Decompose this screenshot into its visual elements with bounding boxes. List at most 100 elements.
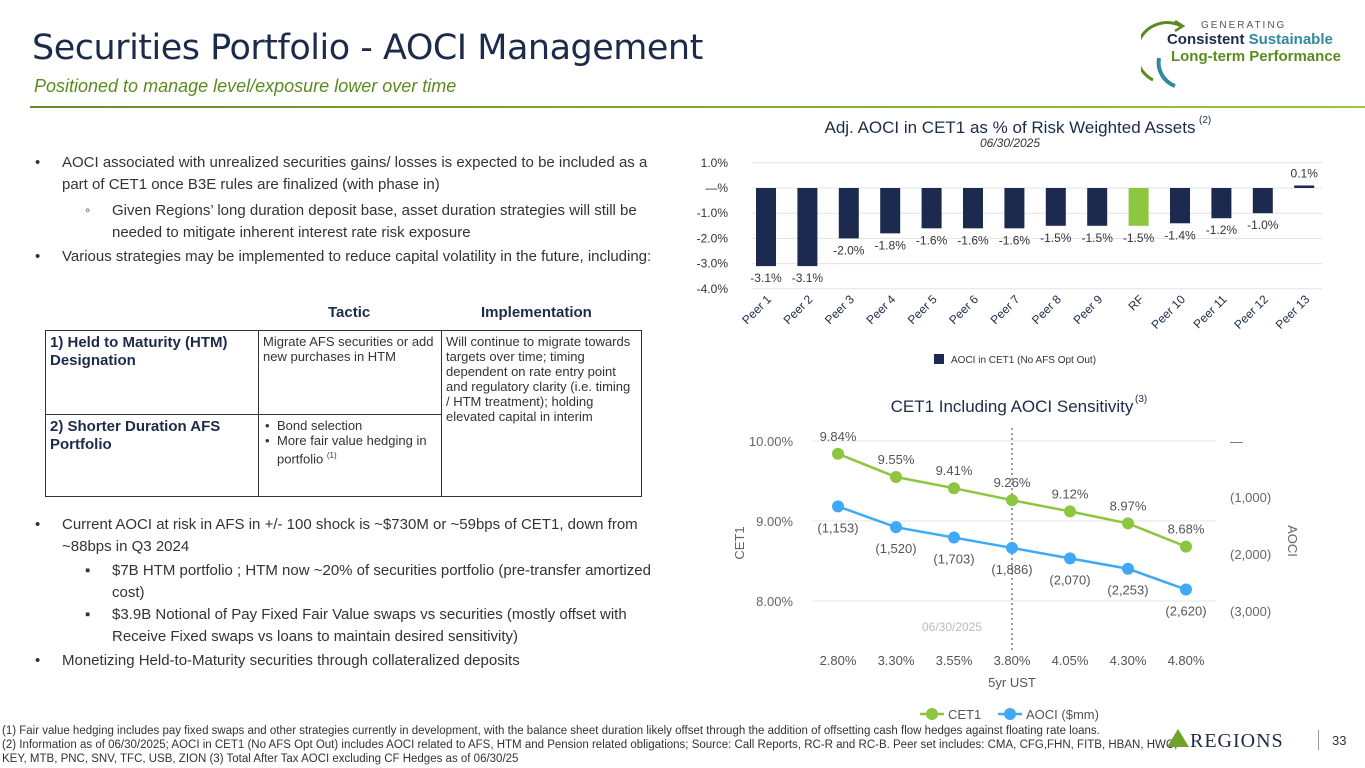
header-divider [30,106,1365,108]
bar-data-label: -1.4% [1164,228,1196,242]
data-point [1122,517,1134,530]
bar-data-label: -1.6% [957,233,989,247]
y2-tick-label: (3,000) [1230,604,1271,619]
divider [1318,730,1319,750]
bar-data-label: -1.2% [1206,223,1238,237]
bar [1294,185,1315,188]
regions-triangle-icon [1167,729,1189,747]
tactic-item: More fair value hedging in portfolio [277,433,427,467]
legend-label: AOCI ($mm) [1026,707,1099,722]
x-tick-label: Peer 13 [1273,292,1313,332]
data-label: 9.26% [994,475,1031,490]
x-tick-label: 2.80% [820,653,857,668]
data-point [832,447,844,460]
x-tick-label: Peer 4 [863,292,898,327]
y-tick-label: -2.0% [697,231,729,245]
y-tick-label: -1.0% [697,206,729,220]
table-header-implementation: Implementation [481,304,592,321]
bullet-text: AOCI associated with unrealized securiti… [62,154,648,193]
data-point [1064,505,1076,518]
bar-data-label: -1.5% [1123,231,1155,245]
data-point [890,521,902,534]
bar [963,188,983,229]
logo-line2: Long-term Performance [1170,48,1341,65]
data-label: 8.68% [1168,522,1205,537]
y-tick-label: -3.0% [697,257,729,271]
table-header-tactic: Tactic [328,304,371,321]
bar-chart-title-sup: (2) [1199,115,1211,126]
bullet-text: Various strategies may be implemented to… [62,248,652,265]
bar [838,188,859,239]
bar [880,188,901,234]
row-afs-tactic: • Bond selection • More fair value hedging … [258,414,442,497]
bar [1170,188,1190,224]
data-point [1006,494,1018,507]
bar-data-label: -1.5% [1040,231,1072,245]
bar-chart-subtitle: 06/30/2025 [980,136,1040,150]
bar-data-label: -1.6% [916,233,948,247]
y-tick-label: —% [705,181,728,195]
bar [756,188,776,267]
y-tick-label: -4.0% [697,282,729,296]
bar [1128,188,1149,226]
arrow-arc-icon [1140,19,1186,88]
data-point [1180,540,1192,553]
y-tick-label: 8.00% [756,594,793,609]
line-chart-title-sup: (3) [1135,394,1147,405]
x-tick-label: Peer 8 [1029,292,1064,327]
y-tick-label: 1.0% [701,156,729,170]
x-tick-label: 4.30% [1110,653,1147,668]
data-label: 9.55% [878,452,915,467]
bullet-text: Current AOCI at risk in AFS in +/- 100 s… [62,516,638,555]
page-subtitle: Positioned to manage level/exposure lowe… [34,76,457,96]
row-afs-head: 2) Shorter Duration AFS Portfolio [45,414,259,497]
bullet-4: • Monetizing Held-to-Maturity securities … [35,652,520,669]
bullet-text: Given Regions’ long duration deposit bas… [112,202,637,241]
y-axis-label: CET1 [732,526,747,559]
legend-label: CET1 [948,707,981,722]
legend-marker [1004,708,1016,720]
bar [1211,188,1232,219]
bar-data-label: -1.8% [875,238,907,252]
x-tick-label: Peer 3 [822,292,857,327]
bar-data-label: -1.6% [999,233,1031,247]
y2-axis-label: AOCI [1285,525,1300,557]
bar [921,188,942,229]
x-tick-label: RF [1126,292,1147,313]
x-tick-label: Peer 7 [988,292,1023,327]
data-label: 8.97% [1110,498,1147,513]
page-number: 33 [1332,733,1347,748]
strategy-table: 1) Held to Maturity (HTM) Designation Mig… [45,330,642,497]
bar-data-label: -2.0% [833,243,865,257]
x-tick-label: Peer 11 [1191,292,1230,331]
line-chart-title: CET1 Including AOCI Sensitivity [891,397,1134,416]
implementation-cell: Will continue to migrate towards targets… [441,330,642,497]
bar-data-label: -3.1% [750,271,782,285]
data-label: (2,070) [1049,572,1090,587]
data-point [1006,541,1018,554]
bullet-text: $7B HTM portfolio ; HTM now ~20% of secu… [112,562,651,601]
bar [1004,188,1025,229]
data-label: (2,253) [1107,583,1148,598]
bar-data-label: -3.1% [792,271,824,285]
data-label: (2,620) [1165,604,1206,619]
x-tick-label: 3.30% [878,653,915,668]
data-label: 9.84% [820,429,857,444]
logo: GENERATING Consistent Sustainable Long-t… [1140,19,1341,88]
footnote-ref: (1) [326,451,337,460]
footnote-2: (2) Information as of 06/30/2025; AOCI i… [2,739,1178,765]
bar [797,188,818,267]
x-tick-label: 3.55% [936,653,973,668]
row-htm-tactic: Migrate AFS securities or add new purcha… [258,330,442,415]
bullet-text: Monetizing Held-to-Maturity securities t… [62,652,520,669]
data-point [1180,583,1192,596]
footnotes: (1) Fair value hedging includes pay fixe… [2,724,1182,766]
legend-swatch [934,354,944,364]
data-point [832,500,844,513]
regions-brand: REGIONS [1190,730,1284,752]
bar-data-label: 0.1% [1291,166,1319,180]
x-tick-label: Peer 5 [905,292,940,327]
x-tick-label: 3.80% [994,653,1031,668]
data-label: (1,153) [817,520,858,535]
legend-label: AOCI in CET1 (No AFS Opt Out) [951,355,1096,366]
